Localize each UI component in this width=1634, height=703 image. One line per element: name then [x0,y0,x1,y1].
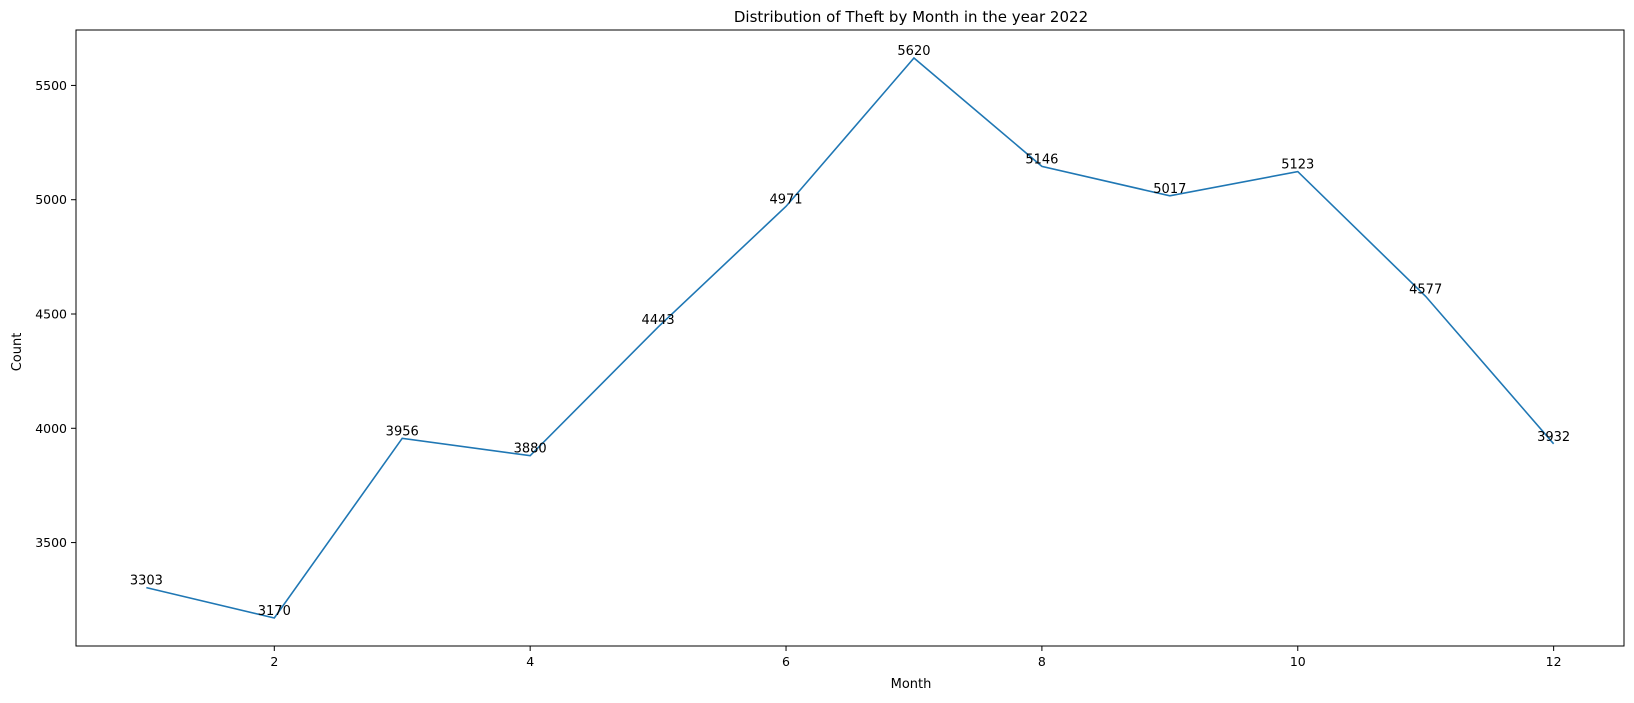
y-tick-label: 4000 [35,421,67,436]
data-label-group: 3303 3170 3956 3880 4443 4971 5620 5146 5017 5123… [130,44,1570,619]
x-tick-label: 6 [782,654,790,669]
plot-area [76,30,1624,646]
data-label: 5146 [1025,152,1058,167]
plot-frame [76,30,1624,646]
data-label: 4971 [769,192,802,207]
data-label: 3932 [1537,430,1570,445]
y-axis-label: Count [10,333,25,372]
y-tick-label: 4500 [35,307,67,322]
data-label: 5620 [897,44,930,59]
y-tick-label: 5500 [35,78,67,93]
series-group [146,58,1553,618]
series-line [146,58,1553,618]
x-tick-label: 8 [1038,654,1046,669]
x-tick-label: 2 [270,654,278,669]
chart-title: Distribution of Theft by Month in the ye… [734,8,1088,26]
data-label: 5123 [1281,158,1314,173]
data-label: 5017 [1153,182,1186,197]
data-label: 4443 [642,313,675,328]
data-label: 3880 [514,442,547,457]
y-tick-label: 3500 [35,535,67,550]
x-tick-label: 10 [1290,654,1306,669]
data-label: 3303 [130,574,163,589]
x-tick-label: 4 [526,654,534,669]
x-axis: 2 4 6 8 10 12 [270,646,1561,669]
y-axis: 3500 4000 4500 5000 5500 [35,78,76,550]
x-tick-label: 12 [1546,654,1562,669]
data-label: 3956 [386,424,419,439]
x-axis-label: Month [891,677,932,692]
data-label: 3170 [258,604,291,619]
data-label: 4577 [1409,282,1442,297]
y-tick-label: 5000 [35,192,67,207]
